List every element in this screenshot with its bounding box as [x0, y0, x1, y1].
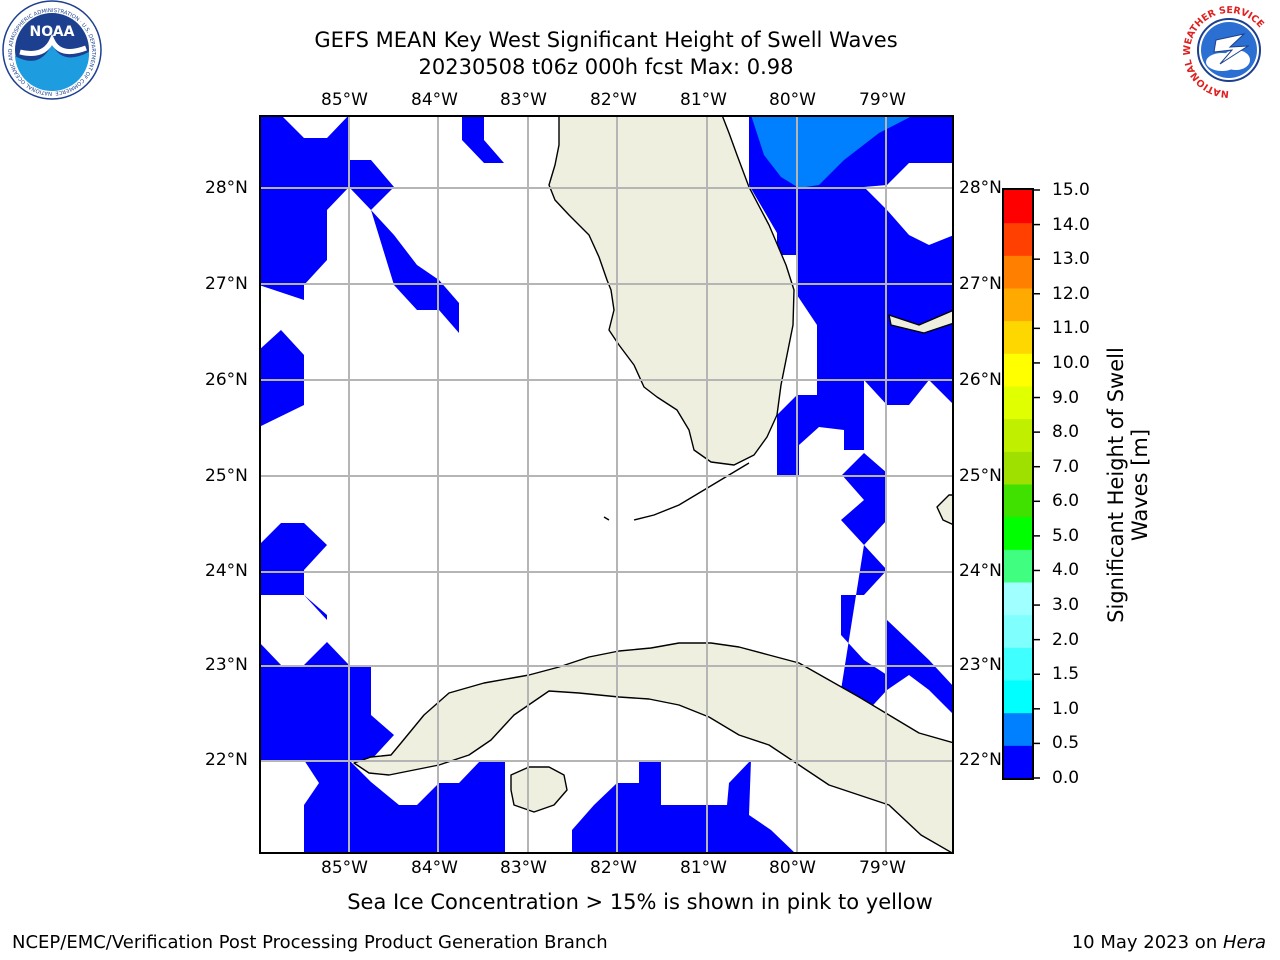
- footer-host: Hera: [1222, 932, 1266, 953]
- colorbar-tick-label: 4.0: [1052, 560, 1080, 581]
- colorbar-swatch: [1004, 680, 1032, 714]
- lat-label-left: 23°N: [205, 655, 248, 675]
- colorbar-tick-label: 14.0: [1052, 214, 1090, 235]
- colorbar-tick-label: 2.0: [1052, 629, 1080, 650]
- lat-label-right: 28°N: [959, 178, 1002, 198]
- lat-label-right: 27°N: [959, 274, 1002, 294]
- colorbar-tick-label: 6.0: [1052, 491, 1080, 512]
- isla-de-la-juventud: [510, 766, 568, 813]
- lat-label-right: 26°N: [959, 370, 1002, 390]
- lon-label-top: 84°W: [411, 90, 458, 110]
- lon-label-bottom: 82°W: [590, 858, 637, 878]
- swell-field: [259, 115, 954, 854]
- colorbar-swatch: [1004, 386, 1032, 420]
- lat-label-right: 25°N: [959, 466, 1002, 486]
- lon-label-bottom: 80°W: [769, 858, 816, 878]
- swell-region-yucatan: [259, 642, 394, 760]
- graticule: [259, 115, 954, 854]
- colorbar-swatch: [1004, 614, 1032, 648]
- lon-label-bottom: 81°W: [680, 858, 727, 878]
- colorbar-ticks: [1033, 189, 1040, 779]
- colorbar-swatch: [1004, 222, 1032, 256]
- colorbar-tick-label: 15.0: [1052, 180, 1090, 200]
- colorbar-swatch: [1004, 288, 1032, 322]
- colorbar-swatch: [1004, 549, 1032, 583]
- cuba: [353, 642, 954, 854]
- noaa-logo-text: NOAA: [30, 24, 75, 40]
- colorbar-tick-label: 1.5: [1052, 664, 1080, 685]
- colorbar-tick-label: 9.0: [1052, 387, 1080, 408]
- colorbar-swatch: [1004, 582, 1032, 616]
- colorbar-tick-label: 8.0: [1052, 422, 1080, 443]
- swell-region-nw: [259, 115, 394, 300]
- colorbar-swatch: [1004, 418, 1032, 452]
- colorbar-swatch: [1004, 353, 1032, 387]
- noaa-logo: NATIONAL OCEANIC AND ATMOSPHERIC ADMINIS…: [2, 0, 102, 100]
- lon-label-top: 81°W: [680, 90, 727, 110]
- colorbar-tick-label: 12.0: [1052, 283, 1090, 304]
- colorbar-tick-label: 0.5: [1052, 733, 1080, 754]
- chart-title-line2: 20230508 t06z 000h fcst Max: 0.98: [418, 55, 794, 79]
- lon-label-bottom: 85°W: [321, 858, 368, 878]
- colorbar-label-line2: Waves [m]: [1128, 428, 1152, 542]
- colorbar-tick-label: 5.0: [1052, 525, 1080, 546]
- swell-region-gulfstream-north: [749, 115, 954, 475]
- swell-region-w: [259, 330, 304, 427]
- lat-label-left: 26°N: [205, 370, 248, 390]
- colorbar-swatch: [1004, 647, 1032, 681]
- chart-title-line1: GEFS MEAN Key West Significant Height of…: [314, 28, 898, 52]
- colorbar-swatch: [1004, 712, 1032, 746]
- lon-label-bottom: 84°W: [411, 858, 458, 878]
- swell-region-caribbean-west: [304, 760, 505, 854]
- lon-label-top: 85°W: [321, 90, 368, 110]
- colorbar: [1002, 188, 1040, 780]
- colorbar-tick-label: 3.0: [1052, 595, 1080, 616]
- lon-label-top: 82°W: [590, 90, 637, 110]
- colorbar-swatch: [1004, 745, 1032, 779]
- sea-ice-note: Sea Ice Concentration > 15% is shown in …: [347, 890, 933, 914]
- colorbar-swatch: [1004, 516, 1032, 550]
- bahamas-grand-bahama: [888, 309, 954, 334]
- lat-label-left: 25°N: [205, 466, 248, 486]
- swell-region-nnw: [462, 115, 504, 163]
- lat-label-right: 23°N: [959, 655, 1002, 675]
- lat-label-left: 24°N: [205, 561, 248, 581]
- colorbar-swatch: [1004, 190, 1032, 224]
- lon-label-top: 79°W: [859, 90, 906, 110]
- florida-keys: [603, 462, 750, 521]
- colorbar-swatch: [1004, 320, 1032, 354]
- lat-label-right: 22°N: [959, 750, 1002, 770]
- swell-region-old-bahama: [841, 545, 954, 715]
- colorbar-tick-label: 10.0: [1052, 352, 1090, 373]
- lat-label-left: 27°N: [205, 274, 248, 294]
- colorbar-tick-label: 7.0: [1052, 456, 1080, 477]
- colorbar-tick-label: 11.0: [1052, 318, 1090, 339]
- colorbar-frame: [1002, 188, 1034, 780]
- footer-date: 10 May 2023 on: [1071, 932, 1223, 953]
- map-frame: [259, 115, 954, 854]
- lon-label-bottom: 79°W: [859, 858, 906, 878]
- swell-region-ne-edge: [909, 235, 954, 283]
- lon-label-top: 80°W: [769, 90, 816, 110]
- swell-region-caribbean-south: [572, 760, 796, 854]
- lon-label-top: 83°W: [500, 90, 547, 110]
- lat-label-left: 22°N: [205, 750, 248, 770]
- lat-label-right: 24°N: [959, 561, 1002, 581]
- colorbar-tick-label: 0.0: [1052, 768, 1080, 788]
- colorbar-tick-label: 1.0: [1052, 698, 1080, 719]
- colorbar-swatch: [1004, 451, 1032, 485]
- colorbar-swatch: [1004, 255, 1032, 289]
- lat-label-left: 28°N: [205, 178, 248, 198]
- lon-label-bottom: 83°W: [500, 858, 547, 878]
- footer-left: NCEP/EMC/Verification Post Processing Pr…: [12, 932, 608, 953]
- florida-peninsula: [548, 115, 795, 466]
- map-panel: [259, 115, 954, 854]
- footer-right: 10 May 2023 on Hera: [1072, 932, 1266, 953]
- colorbar-tick-label: 13.0: [1052, 249, 1090, 270]
- colorbar-label-line1: Significant Height of Swell: [1104, 347, 1128, 623]
- swell-region-medium: [751, 115, 914, 188]
- colorbar-swatch: [1004, 484, 1032, 518]
- nws-logo: NATIONAL WEATHER SERVICE: [1181, 2, 1277, 99]
- colorbar-swatches: [1004, 190, 1032, 779]
